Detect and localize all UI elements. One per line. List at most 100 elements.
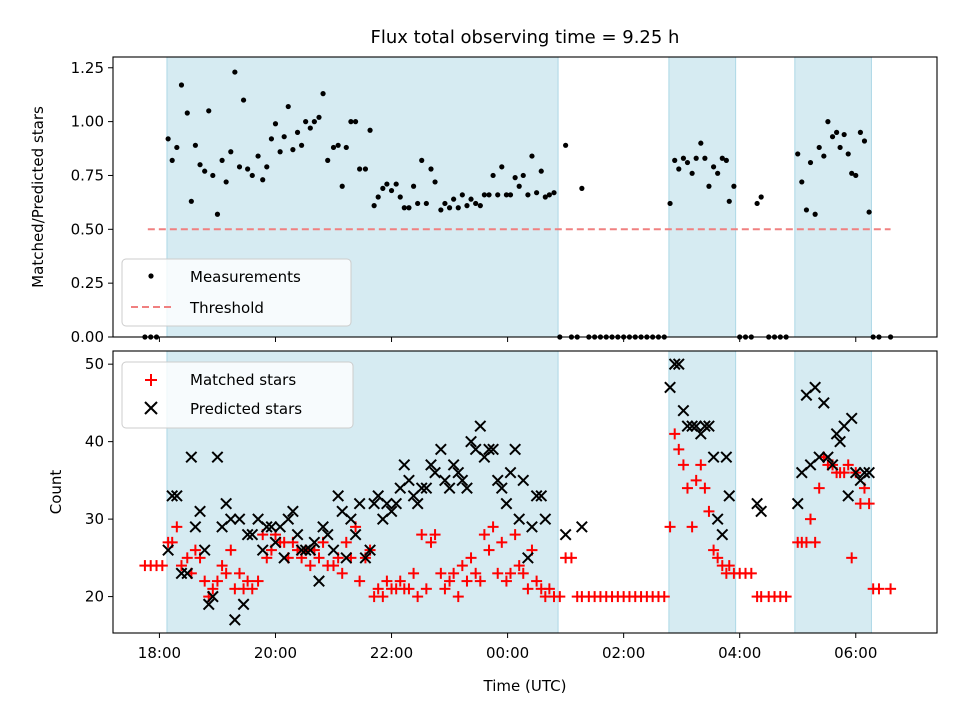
x-tick-label: 22:00 (370, 644, 413, 662)
measurement-point (667, 200, 673, 207)
predicted-star-point (465, 435, 477, 448)
bottom-y-tick-label: 40 (85, 433, 104, 451)
matched-star-point (517, 567, 529, 579)
measurement-point (232, 69, 238, 75)
measurement-point (348, 119, 354, 125)
measurement-point (473, 200, 479, 207)
predicted-star-point (826, 458, 839, 471)
x-tick-label: 18:00 (138, 644, 181, 662)
predicted-star-point (513, 513, 526, 526)
predicted-star-point (821, 451, 834, 464)
matched-star-point (504, 567, 516, 579)
matched-star-point (673, 443, 685, 455)
predicted-star-point (483, 443, 495, 456)
matched-star-point (780, 591, 792, 603)
matched-star-point (171, 521, 183, 533)
predicted-star-point (809, 381, 822, 394)
measurement-point (563, 142, 569, 148)
measurement-point (178, 82, 185, 88)
measurement-point (853, 172, 859, 179)
measurement-point (357, 166, 363, 172)
measurement-point (214, 211, 221, 217)
top-plot-frame (112, 56, 938, 338)
measurement-point (294, 129, 301, 135)
predicted-star-point (198, 544, 211, 557)
measurement-point (277, 149, 283, 155)
measurement-point (228, 149, 234, 155)
matched-star-point (478, 529, 490, 541)
legend-matched-marker (145, 374, 157, 386)
measurement-point (715, 170, 721, 176)
predicted-star-point (690, 420, 703, 433)
measurement-point (459, 192, 465, 198)
predicted-star-point (291, 528, 304, 541)
x-tick-label: 00:00 (486, 644, 529, 662)
predicted-star-point (491, 474, 504, 487)
measurement-point (841, 131, 847, 138)
matched-star-point (885, 583, 897, 595)
top-x-ticks (158, 337, 857, 342)
matched-star-point (354, 575, 366, 587)
measurement-point (672, 157, 678, 163)
predicted-star-point (677, 404, 690, 417)
predicted-star-point (711, 513, 724, 526)
top-y-tick-label: 1.00 (71, 113, 104, 131)
matched-star-point (531, 575, 543, 587)
legend-measurements-label: Measurements (190, 268, 301, 286)
measurement-point (816, 144, 822, 151)
legend-predicted-label: Predicted stars (190, 400, 302, 418)
predicted-star-point (443, 482, 456, 495)
matched-star-point (242, 575, 254, 587)
matched-star-point (181, 552, 193, 564)
matched-star-point (246, 583, 258, 595)
x-tick-label: 02:00 (602, 644, 645, 662)
predicted-star-point (206, 590, 219, 603)
predicted-star-point (327, 544, 340, 557)
matched-star-point (474, 575, 486, 587)
measurement-point (807, 159, 814, 166)
measurement-point (861, 138, 868, 144)
predicted-star-point (353, 497, 366, 510)
legend-matched-label: Matched stars (190, 371, 296, 389)
measurement-point (316, 114, 322, 120)
measurement-point (829, 134, 836, 140)
measurement-point (184, 110, 190, 116)
predicted-star-point (425, 458, 437, 471)
measurement-point (731, 183, 737, 189)
top-legend-box (121, 258, 352, 327)
matched-star-point (412, 591, 424, 603)
chart-title: Flux total observing time = 9.25 h (371, 27, 680, 48)
predicted-star-point (286, 505, 299, 518)
measurement-point (529, 153, 535, 159)
matched-star-point (669, 428, 681, 440)
matched-star-point (708, 544, 720, 556)
measurement-point (446, 205, 453, 211)
predicted-star-point (181, 567, 194, 580)
matched-star-point (703, 505, 715, 517)
legend-measurement-marker (148, 273, 154, 279)
measurement-point (174, 144, 180, 151)
predicted-star-point (720, 451, 733, 464)
matched-star-point (695, 459, 707, 471)
predicted-star-point (185, 451, 198, 464)
matched-star-point (543, 583, 555, 595)
measurement-point (268, 136, 275, 142)
matched-star-point (429, 529, 441, 541)
predicted-star-point (228, 613, 241, 626)
measurement-point (169, 157, 175, 163)
predicted-star-point (434, 443, 447, 456)
predicted-star-point (863, 466, 876, 479)
matched-star-point (156, 560, 168, 572)
measurement-point (495, 192, 501, 198)
predicted-star-point (359, 551, 372, 564)
measurement-point (298, 142, 305, 148)
matched-star-point (677, 459, 689, 471)
measurement-point (857, 129, 864, 135)
measurement-point (384, 181, 390, 187)
matched-star-point (199, 575, 211, 587)
predicted-star-point (321, 528, 334, 541)
predicted-star-point (559, 528, 572, 541)
bottom-y-ticks: 20 30 40 50 (85, 355, 113, 606)
measurement-point (503, 192, 510, 198)
predicted-star-point (575, 520, 588, 533)
